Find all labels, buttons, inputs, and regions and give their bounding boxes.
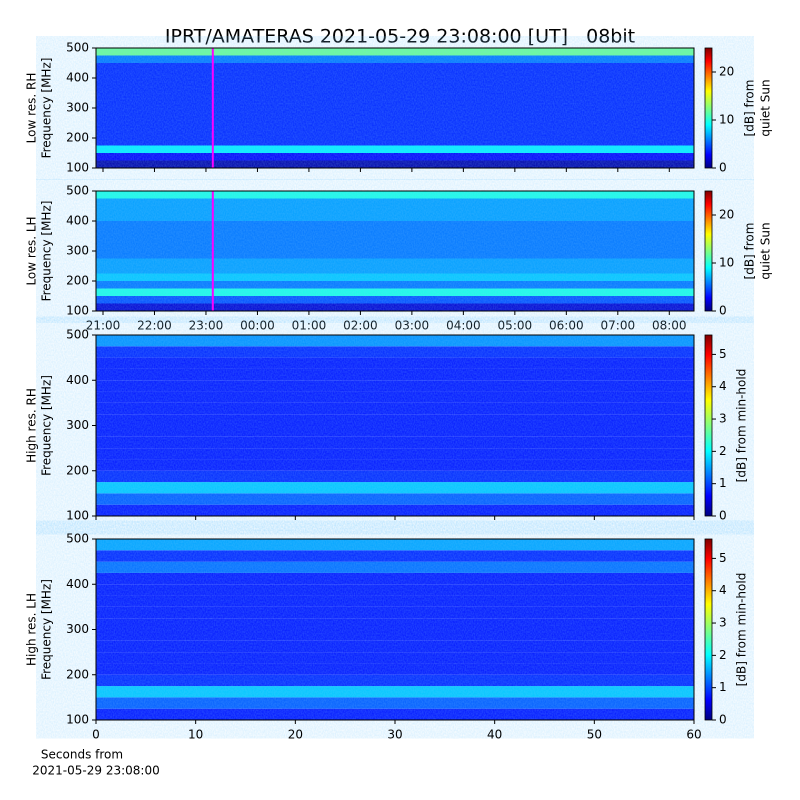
y-axis-label: Low res. LH [25, 216, 39, 285]
colorbar [704, 190, 713, 312]
colorbar-label: [dB] from min-hold [735, 369, 749, 483]
colorbar-tick-label: 1 [719, 476, 727, 490]
colorbar-tick-label: 4 [719, 379, 727, 393]
y-tick-label: 400 [66, 214, 89, 228]
y-tick-label: 400 [66, 71, 89, 85]
x-tick-label: 40 [487, 728, 502, 742]
colorbar-tick-label: 0 [719, 161, 727, 175]
colorbar-label: [dB] from min-hold [735, 573, 749, 687]
y-tick-label: 300 [66, 418, 89, 432]
x-tick-label: 10 [188, 728, 203, 742]
x-tick-label: 50 [587, 728, 602, 742]
y-axis-label: Low res. RH [25, 73, 39, 144]
y-axis-label: Frequency [MHz] [40, 201, 54, 302]
y-tick-label: 400 [66, 373, 89, 387]
y-tick-label: 100 [66, 304, 89, 318]
y-tick-label: 300 [66, 622, 89, 636]
colorbar-tick-label: 2 [719, 444, 727, 458]
y-tick-label: 500 [66, 328, 89, 342]
colorbar [704, 47, 713, 169]
colorbar-label: quiet Sun [759, 79, 773, 136]
y-tick-label: 300 [66, 101, 89, 115]
colorbar-label: quiet Sun [759, 222, 773, 279]
y-tick-label: 100 [66, 509, 89, 523]
y-tick-label: 100 [66, 161, 89, 175]
x-tick-label: 06:00 [549, 319, 584, 333]
x-tick-label: 21:00 [86, 319, 121, 333]
x-tick-label: 23:00 [189, 319, 224, 333]
x-tick-label: 30 [387, 728, 402, 742]
y-tick-label: 400 [66, 577, 89, 591]
colorbar-tick-label: 20 [719, 208, 734, 222]
x-tick-label: 01:00 [292, 319, 327, 333]
y-tick-label: 500 [66, 532, 89, 546]
colorbar-tick-label: 3 [719, 412, 727, 426]
y-tick-label: 200 [66, 274, 89, 288]
colorbar-tick-label: 1 [719, 680, 727, 694]
y-axis-label: High res. LH [25, 593, 39, 666]
colorbar [704, 538, 713, 721]
y-axis-label: High res. RH [25, 388, 39, 463]
y-tick-label: 200 [66, 131, 89, 145]
y-tick-label: 500 [66, 41, 89, 55]
colorbar [704, 334, 713, 517]
x-tick-label: 03:00 [395, 319, 430, 333]
title: IPRT/AMATERAS 2021-05-29 23:08:00 [UT] 0… [165, 26, 635, 48]
noise-texture [96, 48, 694, 168]
x-tick-label: 04:00 [446, 319, 481, 333]
y-axis-label: Frequency [MHz] [40, 579, 54, 680]
x-tick-label: 08:00 [652, 319, 687, 333]
noise-texture [96, 335, 694, 516]
x-tick-label: 22:00 [137, 319, 172, 333]
y-tick-label: 200 [66, 463, 89, 477]
colorbar-tick-label: 20 [719, 65, 734, 79]
colorbar-tick-label: 10 [719, 256, 734, 270]
y-axis-label: Frequency [MHz] [40, 58, 54, 159]
x-tick-label: 60 [686, 728, 701, 742]
noise-texture [96, 539, 694, 720]
y-axis-label: Frequency [MHz] [40, 375, 54, 476]
colorbar-tick-label: 5 [719, 347, 727, 361]
x-tick-label: 02:00 [343, 319, 378, 333]
x-tick-label: 0 [92, 728, 100, 742]
colorbar-tick-label: 10 [719, 113, 734, 127]
x-tick-label: 00:00 [240, 319, 275, 333]
colorbar-label: [dB] from [743, 223, 757, 280]
x-axis-label: 2021-05-29 23:08:00 [32, 764, 159, 778]
y-tick-label: 500 [66, 184, 89, 198]
x-tick-label: 05:00 [498, 319, 533, 333]
x-tick-label: 07:00 [601, 319, 636, 333]
colorbar-tick-label: 0 [719, 713, 727, 727]
colorbar-label: [dB] from [743, 80, 757, 137]
colorbar-tick-label: 0 [719, 304, 727, 318]
x-tick-label: 20 [288, 728, 303, 742]
y-tick-label: 300 [66, 244, 89, 258]
colorbar-tick-label: 0 [719, 509, 727, 523]
y-tick-label: 200 [66, 667, 89, 681]
colorbar-tick-label: 2 [719, 648, 727, 662]
colorbar-tick-label: 4 [719, 583, 727, 597]
colorbar-tick-label: 3 [719, 616, 727, 630]
noise-texture [96, 191, 694, 311]
x-axis-label: Seconds from [41, 748, 123, 762]
y-tick-label: 100 [66, 713, 89, 727]
colorbar-tick-label: 5 [719, 551, 727, 565]
